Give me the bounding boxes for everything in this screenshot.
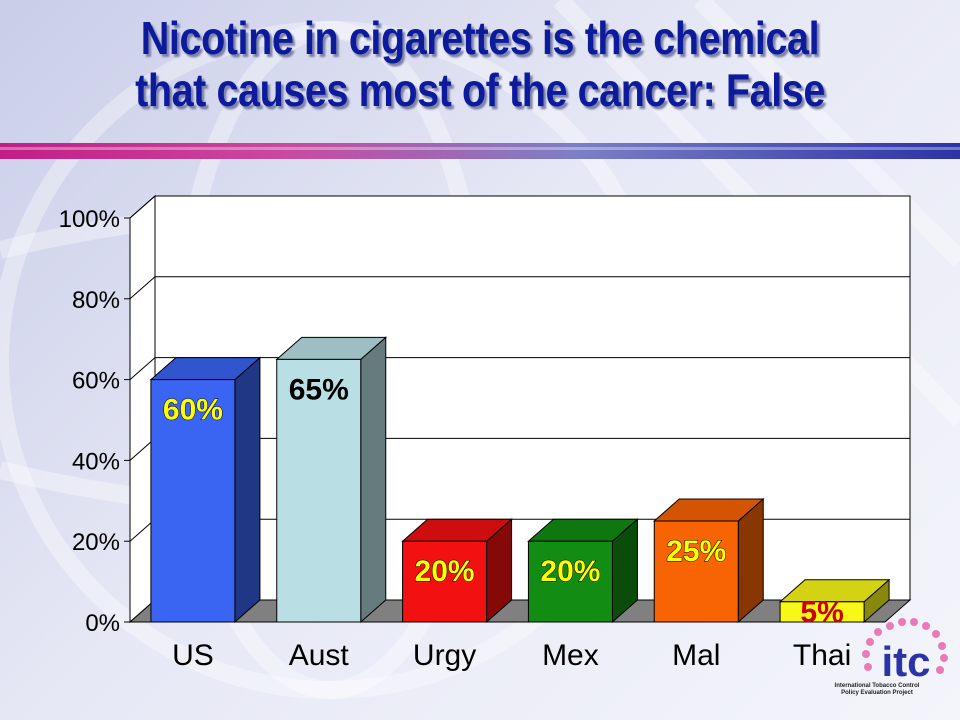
itc-logo-dots (862, 618, 948, 674)
data-label: 20% (415, 555, 475, 588)
data-label: 65% (289, 373, 349, 406)
bar-urgy (402, 540, 488, 623)
data-label: 25% (666, 535, 726, 568)
x-tick-label: Thai (793, 639, 851, 672)
y-tick-label: 100% (59, 206, 120, 233)
bar-side-us (234, 356, 261, 624)
bar-thai (779, 601, 865, 623)
data-label: 5% (800, 596, 843, 629)
x-tick-label: US (172, 639, 214, 672)
itc-logo-caption: International Tobacco Control Policy Eva… (818, 683, 936, 697)
x-tick-label: Urgy (413, 639, 476, 672)
gridline (129, 276, 910, 300)
bar-side-aust (360, 336, 387, 624)
gridline (129, 357, 910, 380)
title-line-1: Nicotine in cigarettes is the chemical (140, 12, 820, 64)
bar-mex (527, 540, 613, 623)
bar-us (150, 379, 236, 623)
y-tick-label: 40% (72, 448, 120, 475)
y-tick-label: 0% (85, 610, 120, 637)
y-tick-label: 20% (72, 529, 120, 556)
gridline (129, 195, 910, 219)
bar-mal (653, 520, 739, 623)
title-underline-bar (0, 143, 960, 159)
x-tick-label: Aust (289, 639, 350, 672)
x-tick-label: Mex (542, 639, 599, 672)
y-tick-label: 60% (72, 368, 120, 395)
slide-title: Nicotine in cigarettes is the chemical t… (67, 12, 893, 116)
y-tick-label: 80% (72, 287, 120, 314)
data-label: 20% (540, 555, 600, 588)
title-line-2: that causes most of the cancer: False (135, 64, 825, 116)
bar-aust (276, 358, 362, 623)
itc-logo-caption-line-1: International Tobacco Control (834, 683, 920, 689)
itc-logo-mark: itc (881, 638, 930, 685)
itc-logo-caption-line-2: Policy Evaluation Project (841, 690, 913, 696)
data-label: 60% (163, 394, 223, 427)
itc-logo: itc (862, 618, 948, 685)
x-tick-label: Mal (672, 639, 720, 672)
